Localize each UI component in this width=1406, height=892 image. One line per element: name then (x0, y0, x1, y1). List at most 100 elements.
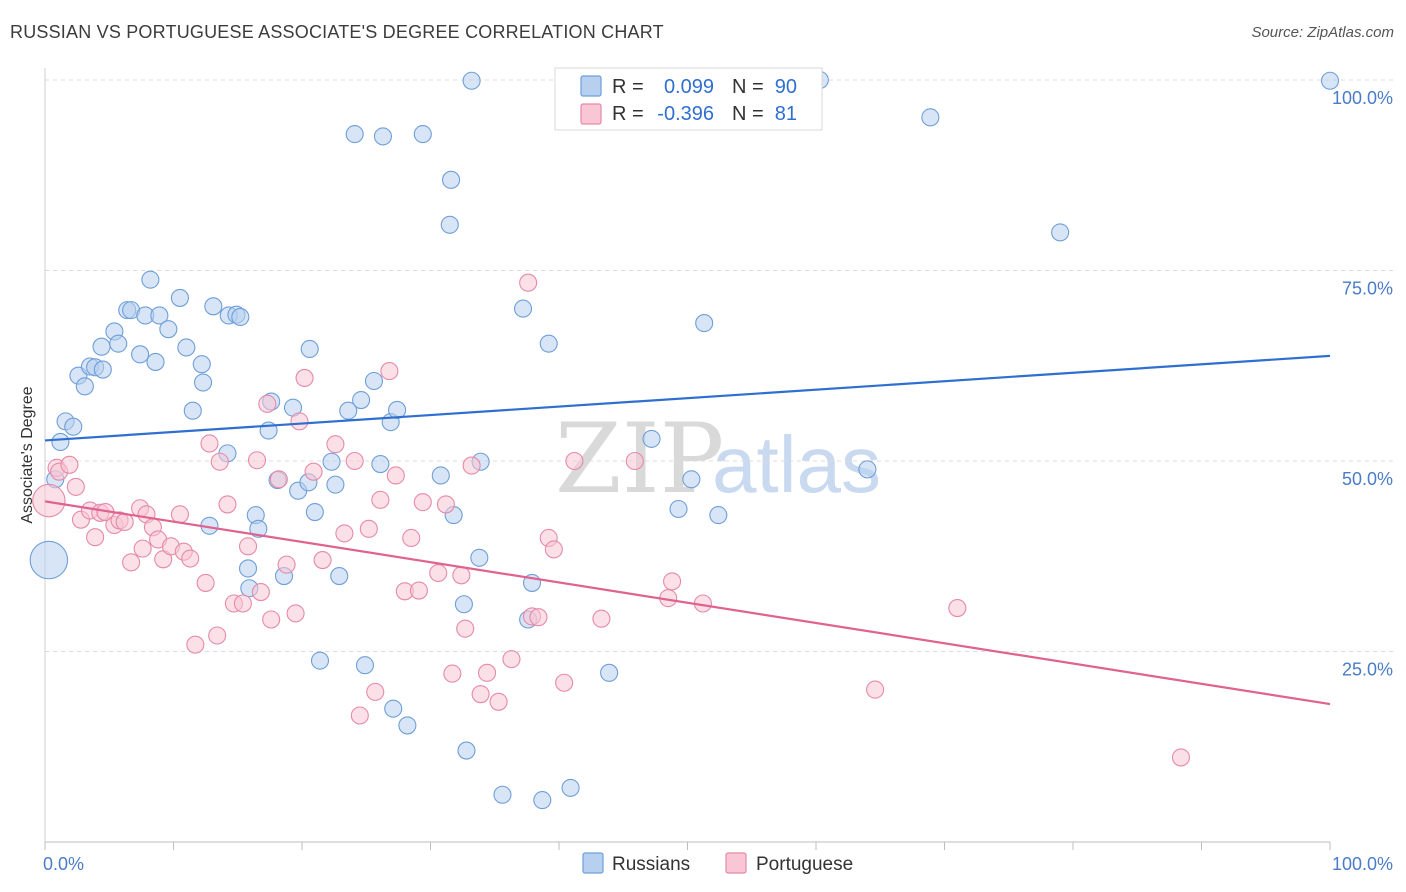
russians-point (345, 125, 364, 144)
russians-point (93, 360, 112, 379)
portuguese-point (200, 434, 219, 453)
portuguese-point (413, 493, 432, 512)
portuguese-point (452, 566, 471, 585)
russians-point (92, 337, 111, 356)
russians-point (177, 338, 196, 357)
legend-swatch-portuguese (725, 852, 747, 874)
portuguese-point (335, 524, 354, 543)
russians-point (440, 215, 459, 234)
portuguese-point (386, 466, 405, 485)
portuguese-point (345, 451, 364, 471)
russians-point (339, 401, 358, 420)
russians-point (300, 339, 319, 359)
russians-points (29, 70, 1340, 810)
portuguese-point (625, 451, 644, 471)
portuguese-point (663, 572, 682, 591)
russians-point (695, 314, 714, 333)
russians-point (398, 716, 417, 735)
russians-point (493, 785, 512, 804)
portuguese-point (371, 490, 390, 509)
legend-swatch-russians (582, 852, 604, 874)
russians-point (330, 567, 349, 586)
portuguese-point (502, 650, 521, 669)
portuguese-point (1171, 748, 1190, 767)
x-tick-label-left: 0.0% (43, 854, 84, 874)
russians-point (669, 499, 688, 519)
portuguese-point (122, 553, 141, 572)
legend-label-russians: Russians (612, 854, 690, 875)
russians-point (192, 355, 211, 374)
portuguese-point (233, 594, 252, 613)
trend-lines (44, 354, 1331, 706)
russians-point (355, 656, 375, 675)
source-credit: Source: ZipAtlas.com (1251, 24, 1394, 41)
russians-point (388, 400, 407, 419)
russians-point (442, 170, 461, 189)
stats-box: R = 0.099 N = 90 R = -0.396 N = 81 (554, 67, 823, 131)
portuguese-point (462, 456, 481, 475)
russians-point (29, 540, 69, 580)
portuguese-point (170, 505, 189, 524)
portuguese-point (436, 495, 455, 514)
russians-point (457, 741, 476, 760)
portuguese-point (592, 609, 611, 628)
russians-point (1051, 223, 1070, 242)
portuguese-point (251, 583, 270, 602)
portuguese-point (866, 680, 885, 699)
portuguese-point (477, 663, 497, 682)
russians-point (454, 595, 473, 614)
chart-title: RUSSIAN VS PORTUGUESE ASSOCIATE'S DEGREE… (10, 22, 664, 42)
portuguese-point (115, 512, 134, 532)
russians-n-label: N = (732, 76, 764, 98)
russians-point (64, 417, 83, 436)
x-tick-label-right: 100.0% (1332, 854, 1393, 874)
russians-point (709, 506, 728, 525)
portuguese-r-value: -0.396 (657, 103, 714, 125)
portuguese-n-label: N = (732, 103, 764, 125)
portuguese-point (86, 528, 105, 547)
portuguese-r-label: R = (612, 103, 644, 125)
russians-point (131, 345, 150, 364)
portuguese-point (66, 477, 85, 496)
portuguese-trend-line (44, 500, 1331, 706)
russians-point (238, 559, 258, 578)
russians-point (539, 334, 558, 353)
russians-point (204, 297, 223, 316)
portuguese-point (544, 540, 563, 559)
portuguese-point (402, 528, 421, 548)
russians-point (384, 699, 403, 718)
watermark: ZIP atlas (555, 403, 881, 515)
y-tick-label: 25.0% (1342, 660, 1393, 680)
portuguese-point (555, 673, 574, 692)
y-tick-label: 50.0% (1342, 469, 1393, 489)
legend-label-portuguese: Portuguese (756, 854, 853, 875)
portuguese-point (133, 539, 152, 558)
russians-point (141, 270, 160, 289)
portuguese-point (359, 519, 378, 538)
portuguese-point (258, 394, 277, 413)
russians-point (513, 299, 533, 318)
y-tick-labels: 100.0% 75.0% 50.0% 25.0% (1332, 88, 1393, 680)
russians-point (600, 663, 619, 682)
russians-point (146, 352, 165, 371)
portuguese-point (313, 551, 332, 570)
russians-point (109, 334, 128, 353)
russians-point (561, 778, 580, 797)
russians-point (194, 373, 213, 392)
portuguese-point (218, 495, 237, 514)
y-tick-label: 100.0% (1332, 88, 1393, 108)
portuguese-point (290, 412, 309, 431)
russians-point (326, 475, 345, 494)
portuguese-point (366, 682, 385, 701)
russians-point (470, 548, 489, 567)
russians-point (1320, 71, 1340, 90)
portuguese-point (208, 626, 227, 645)
russians-n-value: 90 (775, 76, 797, 98)
russians-point (682, 470, 701, 489)
russians-point (642, 429, 661, 448)
portuguese-point (60, 455, 79, 474)
portuguese-point (196, 573, 215, 592)
russians-r-value: 0.099 (664, 76, 714, 98)
portuguese-point (429, 563, 448, 583)
russians-point (75, 377, 94, 396)
